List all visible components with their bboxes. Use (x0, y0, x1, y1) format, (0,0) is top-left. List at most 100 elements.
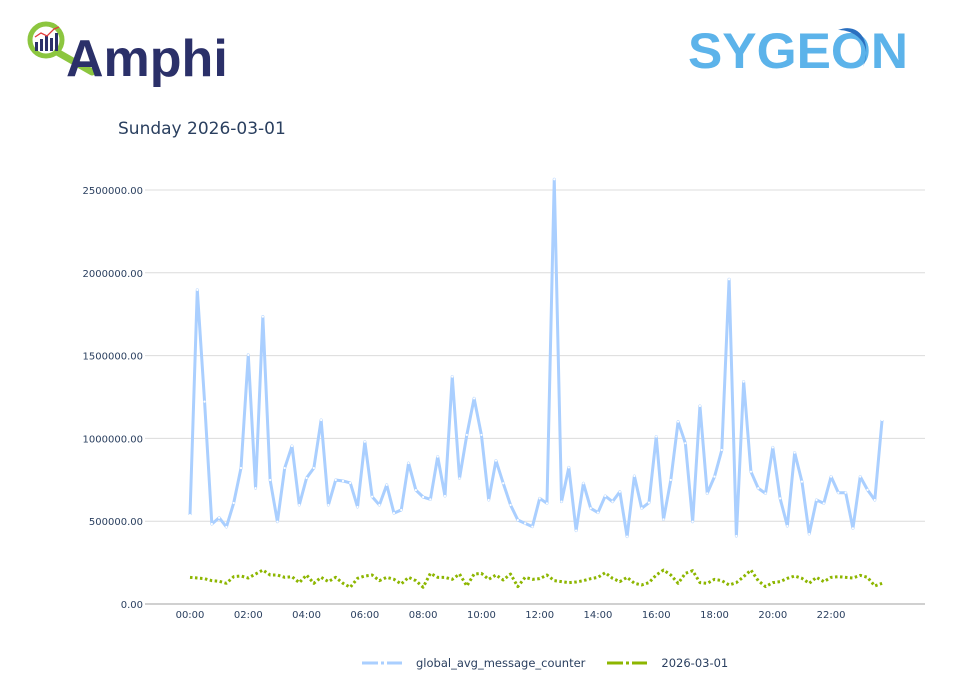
data-point (720, 448, 723, 452)
data-point (567, 466, 570, 469)
legend-swatch (607, 661, 648, 665)
data-point (451, 375, 454, 378)
data-point (407, 461, 410, 465)
data-point (742, 380, 745, 383)
legend-label: global_avg_message_counter (416, 656, 586, 670)
legend: global_avg_message_counter 2026-03-01 (362, 656, 750, 670)
data-point (829, 475, 833, 478)
x-tick-label: 16:00 (642, 610, 671, 621)
data-point (764, 492, 767, 495)
data-point (800, 480, 804, 483)
data-point (662, 518, 665, 521)
data-point (414, 488, 417, 492)
data-point (669, 478, 672, 482)
x-tick-label: 22:00 (817, 610, 846, 621)
x-tick-label: 08:00 (409, 610, 438, 621)
data-point (727, 278, 731, 281)
data-point (487, 498, 490, 502)
x-tick-label: 04:00 (292, 610, 321, 621)
data-point (188, 513, 192, 517)
x-tick-label: 10:00 (467, 610, 496, 621)
data-point (880, 418, 884, 422)
data-point (735, 534, 738, 538)
x-tick-label: 18:00 (700, 610, 729, 621)
data-point (225, 525, 228, 529)
data-point (582, 482, 585, 485)
data-point (290, 444, 294, 448)
data-point (691, 520, 694, 523)
data-point (480, 433, 483, 437)
data-point (502, 482, 505, 485)
data-point (589, 507, 592, 510)
data-point (327, 503, 330, 507)
data-point (626, 535, 629, 538)
data-point (385, 483, 388, 487)
x-tick-label: 14:00 (584, 610, 613, 621)
data-point (203, 400, 206, 403)
data-point (837, 491, 840, 494)
legend-item-date[interactable]: 2026-03-01 (607, 656, 728, 670)
data-point (647, 501, 651, 504)
data-point (320, 418, 323, 422)
data-point (698, 404, 702, 408)
series-line-0 (188, 177, 884, 539)
data-point (334, 478, 337, 482)
data-point (866, 488, 869, 492)
data-point (538, 497, 541, 500)
data-point (560, 500, 563, 503)
data-point (363, 440, 366, 443)
data-point (553, 178, 556, 181)
series-line-1 (189, 568, 883, 589)
data-point (218, 516, 221, 519)
data-point (371, 495, 374, 498)
sygeon-logo: SYGEON (688, 22, 913, 79)
x-tick-label: 20:00 (758, 610, 787, 621)
data-point (305, 476, 308, 480)
chart-title: Sunday 2026-03-01 (118, 119, 286, 139)
svg-text:SYGEON: SYGEON (688, 23, 908, 74)
y-tick-label: 1000000.00 (83, 434, 143, 445)
data-point (247, 353, 250, 357)
data-point (269, 478, 272, 482)
data-point (298, 503, 301, 507)
data-point (633, 474, 636, 478)
data-point (341, 479, 345, 483)
data-point (239, 466, 243, 470)
data-point (531, 525, 534, 528)
y-tick-label: 2000000.00 (83, 269, 143, 280)
svg-text:Amphi: Amphi (66, 30, 228, 88)
data-point (749, 470, 753, 473)
data-point (757, 487, 760, 490)
legend-swatch (362, 661, 402, 665)
data-point (545, 502, 549, 505)
data-point (684, 442, 687, 445)
data-point (640, 507, 643, 510)
data-point (786, 524, 789, 528)
data-point (713, 475, 716, 478)
data-point (596, 511, 600, 514)
data-point (611, 500, 614, 503)
x-tick-label: 02:00 (234, 610, 263, 621)
y-tick-label: 500000.00 (89, 517, 143, 528)
data-point (859, 475, 862, 478)
x-tick-label: 00:00 (176, 610, 205, 621)
data-point (604, 494, 607, 498)
data-point (509, 503, 512, 507)
data-point (458, 477, 461, 480)
data-point (844, 491, 847, 494)
legend-label: 2026-03-01 (661, 656, 729, 670)
data-point (873, 498, 876, 502)
data-point (356, 505, 359, 509)
data-point (706, 492, 709, 495)
data-point (232, 501, 235, 505)
data-point (676, 420, 680, 423)
data-point (312, 466, 315, 470)
y-tick-label: 0.00 (121, 600, 143, 611)
data-point (524, 522, 527, 525)
data-point (283, 466, 286, 470)
legend-item-global-avg[interactable]: global_avg_message_counter (362, 656, 585, 670)
y-tick-label: 2500000.00 (83, 186, 143, 197)
data-point (618, 490, 621, 493)
data-point (494, 459, 498, 462)
data-point (196, 288, 199, 291)
